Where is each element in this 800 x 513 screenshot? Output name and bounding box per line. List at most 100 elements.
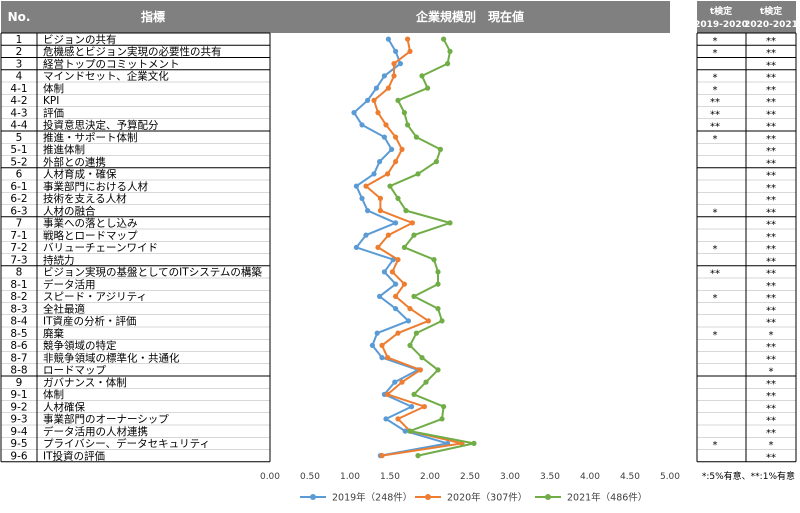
row-ttest-2020-2021: ** bbox=[766, 134, 776, 145]
series-3-point bbox=[419, 73, 425, 79]
row-label: データ活用の人材連携 bbox=[43, 425, 148, 438]
row-ttest-2020-2021: ** bbox=[766, 416, 776, 427]
row-ttest-2020-2021: ** bbox=[766, 48, 776, 59]
series-3-point bbox=[423, 379, 429, 385]
series-1-point bbox=[393, 306, 399, 312]
row-label: 評価 bbox=[43, 106, 64, 119]
row-ttest-2020-2021: ** bbox=[766, 146, 776, 157]
x-tick-label: 2.50 bbox=[460, 472, 480, 482]
series-1-point bbox=[373, 85, 379, 91]
series-3-point bbox=[413, 134, 419, 140]
row-label: 外部との連携 bbox=[43, 155, 106, 168]
series-3-point bbox=[437, 146, 443, 152]
series-1-point bbox=[381, 73, 387, 79]
series-1-point bbox=[374, 330, 380, 336]
row-label: 非競争領域の標準化・共通化 bbox=[43, 351, 180, 364]
x-axis: 0.00 0.50 1.00 1.50 2.00 2.50 3.00 3.50 4.00 4.50… bbox=[260, 472, 680, 482]
row-label: KPI bbox=[43, 95, 59, 107]
row-ttest-2020-2021: ** bbox=[766, 60, 776, 71]
header-ttest1-line2: 2019-2020 bbox=[694, 20, 748, 30]
row-ttest-2020-2021: ** bbox=[766, 122, 776, 133]
series-3-point bbox=[441, 36, 447, 42]
row-no: 4-1 bbox=[10, 83, 27, 95]
row-ttest-2020-2021: ** bbox=[766, 232, 776, 243]
row-label: ロードマップ bbox=[43, 365, 106, 377]
row-no: 4-4 bbox=[10, 120, 27, 132]
series-1-point bbox=[389, 146, 395, 152]
series-2-point bbox=[421, 404, 427, 410]
series-2-point bbox=[393, 134, 399, 140]
significance-note: *:5%有意、**:1%有意 bbox=[702, 470, 795, 482]
series-3-point bbox=[439, 318, 445, 324]
row-no: 8-4 bbox=[10, 316, 27, 328]
series-2-point bbox=[377, 208, 383, 214]
legend-swatch-marker bbox=[545, 494, 551, 500]
header-ttest2-line2: 2020-2021 bbox=[744, 20, 798, 30]
row-ttest-2020-2021: ** bbox=[766, 428, 776, 439]
row-no: 7 bbox=[16, 218, 23, 230]
header-no: No. bbox=[8, 10, 31, 24]
series-2-point bbox=[371, 97, 377, 103]
series-3-point bbox=[419, 355, 425, 361]
series-3-point bbox=[395, 97, 401, 103]
row-no: 4-3 bbox=[10, 107, 27, 119]
series-2-point bbox=[363, 183, 369, 189]
row-ttest-2020-2021: ** bbox=[766, 281, 776, 292]
row-no: 5-2 bbox=[10, 156, 27, 168]
row-ttest-2020-2021: ** bbox=[766, 36, 776, 47]
row-ttest-2020-2021: ** bbox=[766, 354, 776, 365]
series-3-point bbox=[411, 293, 417, 299]
row-no: 7-2 bbox=[10, 242, 27, 254]
series-1-point bbox=[409, 404, 415, 410]
row-no: 9-5 bbox=[10, 438, 27, 450]
series-3-point bbox=[471, 440, 477, 446]
row-label: 人材の融合 bbox=[43, 204, 96, 217]
row-ttest-2019-2020: * bbox=[713, 440, 718, 451]
x-tick-label: 1.00 bbox=[340, 472, 360, 482]
series-3-point bbox=[407, 428, 413, 434]
row-ttest-2019-2020: ** bbox=[710, 97, 720, 108]
series-3-point bbox=[425, 85, 431, 91]
row-no: 9 bbox=[16, 377, 23, 389]
row-no: 6 bbox=[16, 169, 23, 181]
series-1-point bbox=[392, 379, 398, 385]
series-2-point bbox=[395, 416, 401, 422]
series-layer bbox=[351, 36, 477, 459]
header-ttest2-line1: t検定 bbox=[760, 5, 783, 17]
series-2-point bbox=[405, 36, 411, 42]
header-ttest1-cell bbox=[697, 1, 746, 33]
legend-label: 2020年（307件） bbox=[447, 492, 527, 504]
row-ttest-2020-2021: * bbox=[769, 440, 774, 451]
row-label: 危機感とビジョン実現の必要性の共有 bbox=[43, 45, 222, 58]
series-1-point bbox=[381, 134, 387, 140]
series-2-point bbox=[417, 367, 423, 373]
series-3-point bbox=[439, 416, 445, 422]
row-ttest-2020-2021: ** bbox=[766, 305, 776, 316]
x-tick-label: 2.00 bbox=[420, 472, 440, 482]
series-3-point bbox=[413, 330, 419, 336]
row-ttest-2020-2021: ** bbox=[766, 207, 776, 218]
rows-layer: 1 ビジョンの共有 * **2 危機感とビジョン実現の必要性の共有 * **3 経営トップのコ… bbox=[0, 32, 797, 463]
row-ttest-2020-2021: ** bbox=[766, 452, 776, 463]
row-label: データ活用 bbox=[43, 278, 96, 291]
row-label: 持続力 bbox=[43, 253, 75, 266]
row-ttest-2020-2021: ** bbox=[766, 391, 776, 402]
row-label: 戦略とロードマップ bbox=[43, 229, 138, 242]
row-ttest-2020-2021: ** bbox=[766, 256, 776, 267]
series-1-point bbox=[393, 220, 399, 226]
series-3-point bbox=[435, 306, 441, 312]
series-3-point bbox=[415, 453, 421, 459]
header-indicator-cell bbox=[37, 1, 270, 33]
x-tick-label: 5.00 bbox=[660, 472, 680, 482]
series-1-point bbox=[353, 183, 359, 189]
row-no: 8-1 bbox=[10, 279, 27, 291]
row-ttest-2020-2021: ** bbox=[766, 195, 776, 206]
legend-label: 2019年（248件） bbox=[332, 492, 412, 504]
series-1-point bbox=[371, 171, 377, 177]
series-3-point bbox=[415, 171, 421, 177]
series-3-point bbox=[401, 244, 407, 250]
series-3-point bbox=[387, 183, 393, 189]
series-2-point bbox=[393, 159, 399, 165]
series-2-point bbox=[385, 355, 391, 361]
header-indicator: 指標 bbox=[141, 9, 165, 24]
